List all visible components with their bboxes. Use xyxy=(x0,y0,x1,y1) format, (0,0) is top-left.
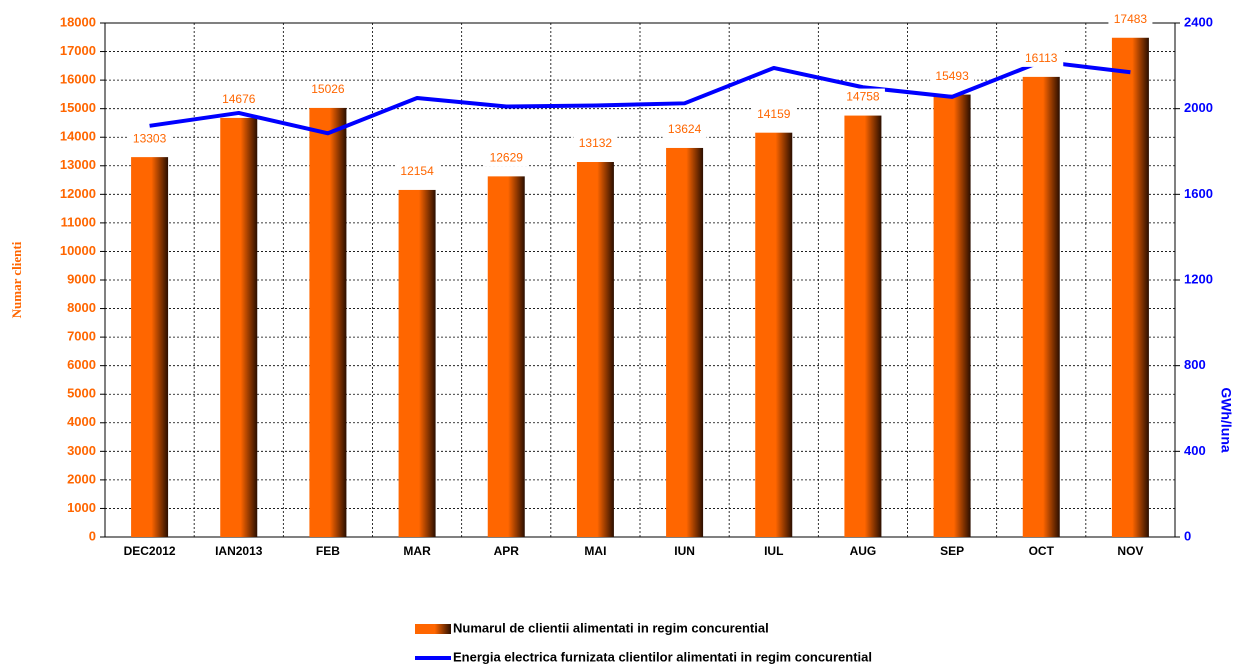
x-tick-label: IUN xyxy=(674,544,695,558)
y-tick-label: 10000 xyxy=(60,243,96,258)
y2-axis-title: GWh/luna xyxy=(1218,387,1234,453)
bar xyxy=(398,189,436,537)
plot-frame xyxy=(104,22,1176,538)
y-tick-label: 4000 xyxy=(67,414,96,429)
x-tick-label: IAN2013 xyxy=(215,544,263,558)
bar xyxy=(1022,76,1060,537)
y-tick-label: 5000 xyxy=(67,386,96,401)
data-label: 17483 xyxy=(1114,12,1148,26)
y2-tick-label: 800 xyxy=(1184,357,1206,372)
x-tick-label: OCT xyxy=(1029,544,1055,558)
bar xyxy=(487,176,525,537)
y2-tick-label: 400 xyxy=(1184,443,1206,458)
x-tick-label: MAI xyxy=(584,544,606,558)
y-tick-label: 8000 xyxy=(67,300,96,315)
bar xyxy=(755,132,793,537)
data-label-bg xyxy=(930,67,975,85)
data-label: 13624 xyxy=(668,122,702,136)
y2-tick-label: 0 xyxy=(1184,528,1191,543)
legend-label: Numarul de clientii alimentati in regim … xyxy=(453,620,769,635)
y-tick-label: 17000 xyxy=(60,43,96,58)
data-label: 13132 xyxy=(579,136,613,150)
y-axis-title: Numar clienti xyxy=(9,241,24,318)
y-tick-label: 2000 xyxy=(67,471,96,486)
data-label: 14159 xyxy=(757,107,791,121)
y-tick-label: 6000 xyxy=(67,357,96,372)
data-label: 12154 xyxy=(400,164,434,178)
data-label-bg xyxy=(662,120,707,138)
y-tick-label: 1000 xyxy=(67,500,96,515)
y2-tick-label: 1200 xyxy=(1184,271,1213,286)
data-label-bg xyxy=(305,80,350,98)
y2-tick-label: 2400 xyxy=(1184,14,1213,29)
x-tick-label: SEP xyxy=(940,544,964,558)
data-label-bg xyxy=(1019,49,1064,67)
bar xyxy=(309,107,347,537)
data-label: 15026 xyxy=(311,82,345,96)
y-tick-label: 3000 xyxy=(67,443,96,458)
x-tick-label: MAR xyxy=(403,544,431,558)
y-tick-label: 14000 xyxy=(60,129,96,144)
data-label: 16113 xyxy=(1025,51,1058,65)
data-label: 14758 xyxy=(846,90,880,104)
x-tick-label: NOV xyxy=(1117,544,1143,558)
data-label: 12629 xyxy=(490,151,524,165)
data-label: 13303 xyxy=(133,131,167,145)
bar xyxy=(576,162,614,538)
data-label: 15493 xyxy=(935,69,969,83)
data-label-bg xyxy=(1108,10,1153,28)
x-tick-label: FEB xyxy=(316,544,340,558)
x-tick-label: APR xyxy=(494,544,520,558)
y-tick-label: 16000 xyxy=(60,72,96,87)
x-tick-label: AUG xyxy=(850,544,877,558)
data-label-bg xyxy=(573,135,618,153)
data-label-bg xyxy=(395,162,440,180)
data-label-bg xyxy=(751,105,796,123)
data-label-bg xyxy=(216,90,261,108)
y-tick-label: 18000 xyxy=(60,14,96,29)
x-tick-label: IUL xyxy=(764,544,783,558)
y-tick-label: 0 xyxy=(89,528,96,543)
legend-label: Energia electrica furnizata clientilor a… xyxy=(453,649,872,664)
data-label-bg xyxy=(484,149,529,167)
y-tick-label: 13000 xyxy=(60,157,96,172)
y-tick-label: 11000 xyxy=(61,214,96,229)
bar xyxy=(933,94,971,537)
legend-swatch xyxy=(415,624,451,634)
data-label-bg xyxy=(127,130,172,148)
bar xyxy=(666,147,704,537)
y-tick-label: 15000 xyxy=(60,100,96,115)
bar xyxy=(220,117,258,537)
bar xyxy=(131,157,169,538)
x-tick-label: DEC2012 xyxy=(124,544,176,558)
data-label: 14676 xyxy=(222,92,256,106)
y-tick-label: 7000 xyxy=(67,329,96,344)
y2-tick-label: 2000 xyxy=(1184,100,1213,115)
bar xyxy=(1111,37,1149,538)
line xyxy=(149,59,1131,136)
y2-tick-label: 1600 xyxy=(1184,186,1213,201)
y-tick-label: 12000 xyxy=(60,186,96,201)
y-tick-label: 9000 xyxy=(67,271,96,286)
bar xyxy=(844,115,882,537)
data-label-bg xyxy=(840,88,885,106)
